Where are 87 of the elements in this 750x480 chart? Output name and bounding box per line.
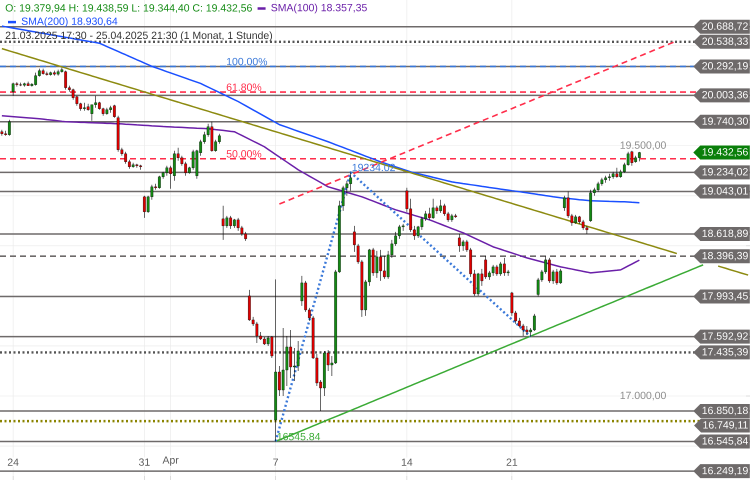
ref-line-label: 16.545,84: [702, 437, 748, 446]
ref-line-label: 19.740,30: [702, 117, 748, 126]
candlestick: [270, 336, 274, 358]
candlestick: [293, 348, 296, 382]
candlestick: [12, 82, 14, 96]
x-tick-label: 24: [8, 458, 19, 466]
ref-line-label: 16.850,18: [702, 406, 748, 416]
candlestick: [256, 322, 258, 344]
y-tick-label: 19.500,00: [620, 141, 666, 150]
candlestick: [522, 324, 525, 336]
candlestick: [484, 256, 488, 280]
candlestick: [383, 256, 386, 280]
ref-line-label: 17.592,92: [702, 332, 748, 341]
candlestick: [244, 232, 248, 242]
candlestick: [556, 268, 558, 286]
text: 21.03.2025 17:30 - 25.04.2025 21:30 (1 Monat, 1 Stunde): [6, 31, 272, 42]
candlestick: [376, 250, 378, 278]
candlestick: [296, 340, 300, 372]
ref-line-label: 16.749,11: [703, 421, 748, 430]
candlestick: [476, 272, 480, 296]
ref-line-label: 20.688,72: [702, 22, 748, 32]
y-tick-label: 17.000,00: [620, 392, 666, 400]
text: SMA(100) 18.357,35: [271, 4, 367, 14]
candlestick: [286, 336, 288, 386]
annotation: 61.80%: [226, 83, 262, 91]
candlestick: [8, 119, 11, 136]
ref-line-label: 17.435,39: [702, 348, 748, 357]
candlestick: [503, 258, 506, 276]
candlestick: [143, 195, 146, 218]
annotation: 100.00%: [227, 58, 268, 66]
candlestick: [548, 258, 551, 284]
candlestick: [353, 226, 356, 252]
candlestick: [34, 72, 37, 86]
ref-line-label: 19.234,02: [702, 168, 748, 177]
x-tick-label: 14: [402, 458, 412, 466]
ref-line-label: 19.043,01: [702, 187, 748, 196]
x-tick-label: Apr: [162, 456, 179, 466]
candlestick: [533, 314, 536, 332]
candlestick: [229, 216, 232, 230]
candlestick: [64, 70, 67, 90]
candlestick: [166, 165, 168, 176]
ref-line-label: 17.993,45: [702, 292, 748, 301]
candlestick: [173, 150, 176, 182]
annotation: 50.00%: [226, 150, 262, 158]
candlestick: [184, 161, 188, 176]
candlestick: [72, 88, 74, 100]
candlestick: [90, 104, 94, 122]
candlestick: [282, 328, 285, 396]
annotation: 19.432,56: [702, 148, 748, 157]
ref-line-label: 18.396,39: [702, 252, 748, 261]
candlestick: [496, 264, 498, 276]
candlestick: [349, 172, 352, 192]
candlestick: [226, 216, 228, 228]
candlestick: [526, 326, 528, 336]
chart-title: O: 19.379,94 H: 19.438,59 L: 19.344,40 C: 19.432,56: [6, 4, 252, 13]
ref-line-label: 16.249,19: [702, 466, 748, 476]
candlestick: [300, 276, 304, 306]
candlestick: [616, 167, 618, 178]
x-tick-label: 21: [506, 458, 518, 466]
candlestick: [289, 330, 292, 378]
candlestick: [458, 234, 461, 252]
ref-line-label: 20.292,19: [702, 62, 748, 71]
ref-line-label: 20.538,33: [702, 37, 748, 46]
x-tick-label: 7: [273, 458, 278, 466]
candlestick: [462, 240, 465, 252]
candlestick: [439, 200, 442, 214]
candlestick: [582, 220, 585, 230]
candlestick: [113, 104, 116, 118]
candlestick: [158, 175, 161, 190]
candlestick: [499, 262, 502, 276]
candlestick: [124, 151, 128, 164]
candlestick: [596, 181, 600, 192]
candlestick: [236, 218, 240, 232]
candlestick: [630, 150, 634, 166]
candlestick: [432, 198, 435, 220]
candlestick: [379, 250, 382, 282]
ref-line-label: 20.003,36: [702, 91, 748, 100]
candlestick: [559, 268, 562, 284]
candlestick: [492, 264, 495, 276]
candlestick: [574, 214, 578, 224]
candlestick: [428, 208, 431, 220]
x-tick-label: 31: [138, 458, 150, 466]
candlestick: [222, 206, 225, 240]
candlestick: [443, 204, 446, 216]
ref-line-label: 18.618,89: [702, 230, 748, 238]
series-label: SMA(200) 18.930,64: [22, 17, 118, 27]
candlestick: [233, 218, 236, 228]
